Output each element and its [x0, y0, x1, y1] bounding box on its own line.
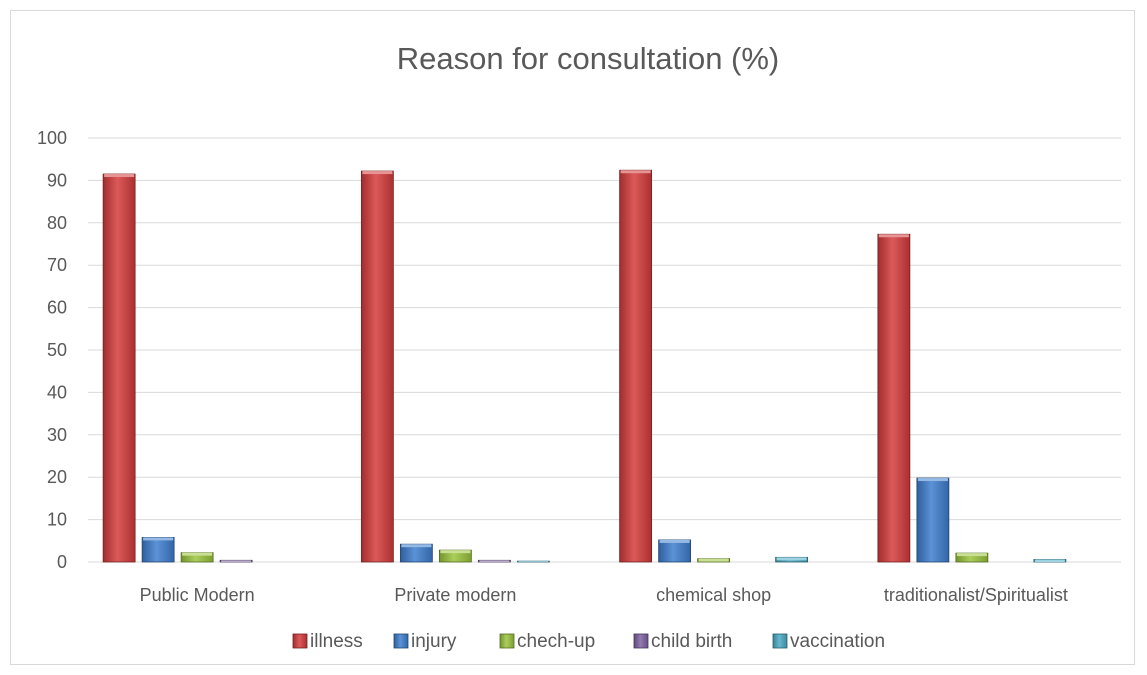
y-tick-label: 70 — [47, 255, 67, 275]
legend-label: chech-up — [517, 631, 595, 652]
bar — [219, 559, 253, 563]
legend-label: illness — [310, 631, 363, 652]
legend-item: injury — [393, 631, 457, 652]
chart-frame: Reason for consultation (%) 0 10 20 30 40 50 6… — [10, 10, 1135, 665]
x-category-label: chemical shop — [656, 585, 771, 605]
legend-swatch — [499, 633, 515, 649]
y-axis-ticks: 0 10 20 30 40 50 60 70 80 90 100 — [37, 128, 67, 572]
y-tick-label: 20 — [47, 467, 67, 487]
y-tick-label: 100 — [37, 128, 67, 148]
bar — [697, 558, 731, 563]
x-axis-categories: Public Modern Private modern chemical shop… — [140, 585, 1068, 605]
legend-label: vaccination — [790, 631, 885, 652]
y-tick-label: 40 — [47, 382, 67, 402]
bar — [399, 543, 433, 563]
y-tick-label: 80 — [47, 213, 67, 233]
x-category-label: Public Modern — [140, 585, 255, 605]
bars — [102, 169, 1067, 563]
legend-item: child birth — [633, 631, 732, 652]
chart-title: Reason for consultation (%) — [397, 41, 780, 76]
y-tick-label: 30 — [47, 425, 67, 445]
legend-item: vaccination — [772, 631, 885, 652]
bar — [877, 233, 911, 563]
gridlines — [88, 137, 1121, 563]
bar — [658, 539, 692, 563]
legend-swatch — [292, 633, 308, 649]
x-category-label: Private modern — [394, 585, 516, 605]
legend-label: child birth — [651, 631, 732, 652]
legend-item: illness — [292, 631, 363, 652]
y-tick-label: 60 — [47, 298, 67, 318]
chart-canvas: Reason for consultation (%) 0 10 20 30 40 50 6… — [37, 41, 1121, 652]
bar — [180, 552, 214, 563]
legend-label: injury — [411, 631, 457, 652]
bar — [775, 556, 809, 563]
legend-swatch — [633, 633, 649, 649]
y-tick-label: 50 — [47, 340, 67, 360]
legend: illness injury chech-up child birth vaccinat… — [292, 631, 885, 652]
bar — [955, 552, 989, 563]
legend-swatch — [772, 633, 788, 649]
bar — [141, 537, 175, 563]
y-tick-label: 10 — [47, 510, 67, 530]
legend-item: chech-up — [499, 631, 595, 652]
legend-swatch — [393, 633, 409, 649]
bar — [477, 559, 511, 563]
bar — [916, 477, 950, 563]
y-tick-label: 90 — [47, 170, 67, 190]
bar — [438, 549, 472, 563]
x-category-label: traditionalist/Spiritualist — [884, 585, 1068, 605]
bar — [516, 560, 550, 563]
bar — [1033, 559, 1067, 563]
bar — [619, 169, 653, 563]
bar — [360, 170, 394, 563]
bar — [102, 173, 136, 563]
y-tick-label: 0 — [57, 552, 67, 572]
